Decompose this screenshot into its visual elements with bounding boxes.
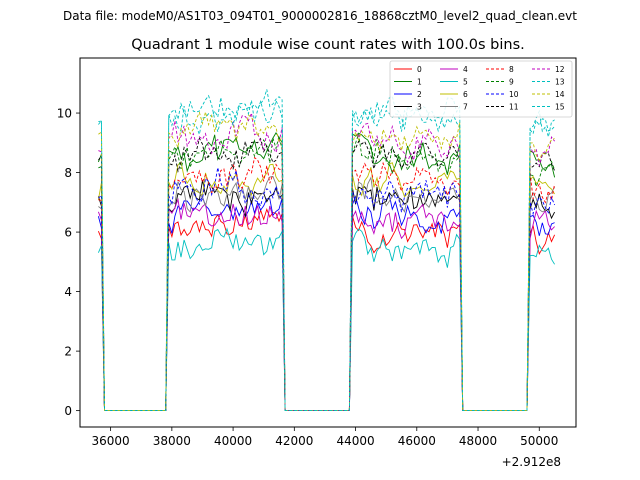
axes-frame [79, 57, 577, 428]
x-tick-label: 46000 [398, 434, 436, 448]
chart-title: Quadrant 1 module wise count rates with … [131, 37, 525, 53]
y-tick-label: 0 [64, 404, 72, 418]
x-offset-label: +2.912e8 [502, 455, 561, 469]
legend-label-13: 13 [555, 78, 565, 87]
legend-label-14: 14 [555, 90, 565, 99]
series-line-15 [98, 94, 555, 412]
x-tick-label: 50000 [520, 434, 558, 448]
legend-label-15: 15 [555, 103, 565, 112]
legend-label-12: 12 [555, 65, 565, 74]
x-tick-label: 40000 [214, 434, 252, 448]
legend-label-6: 6 [463, 90, 468, 99]
legend-label-11: 11 [509, 103, 519, 112]
x-tick-label: 38000 [153, 434, 191, 448]
chart-suptitle: Data file: modeM0/AS1T03_094T01_90000028… [63, 9, 577, 23]
y-axis-ticks: 0 2 4 6 8 10 [57, 107, 80, 418]
legend-label-9: 9 [509, 78, 514, 87]
legend-label-1: 1 [417, 78, 422, 87]
legend-label-4: 4 [463, 65, 468, 74]
y-tick-label: 6 [64, 226, 72, 240]
legend-label-5: 5 [463, 78, 468, 87]
legend-label-10: 10 [509, 90, 519, 99]
legend-label-0: 0 [417, 65, 422, 74]
y-tick-label: 10 [57, 107, 72, 121]
plot-area: 36000 38000 40000 42000 44000 46000 48000 50000… [57, 57, 577, 469]
x-axis-ticks: 36000 38000 40000 42000 44000 46000 48000 50000 [92, 427, 558, 448]
y-tick-label: 8 [64, 166, 72, 180]
y-tick-label: 2 [64, 345, 72, 359]
y-tick-label: 4 [64, 285, 72, 299]
legend-label-2: 2 [417, 90, 422, 99]
x-tick-label: 44000 [336, 434, 374, 448]
series-layer [97, 89, 556, 412]
x-tick-label: 48000 [459, 434, 497, 448]
x-tick-label: 36000 [92, 434, 130, 448]
legend-label-7: 7 [463, 103, 468, 112]
x-tick-label: 42000 [275, 434, 313, 448]
legend-label-3: 3 [417, 103, 422, 112]
legend-label-8: 8 [509, 65, 514, 74]
legend-box [389, 60, 573, 118]
